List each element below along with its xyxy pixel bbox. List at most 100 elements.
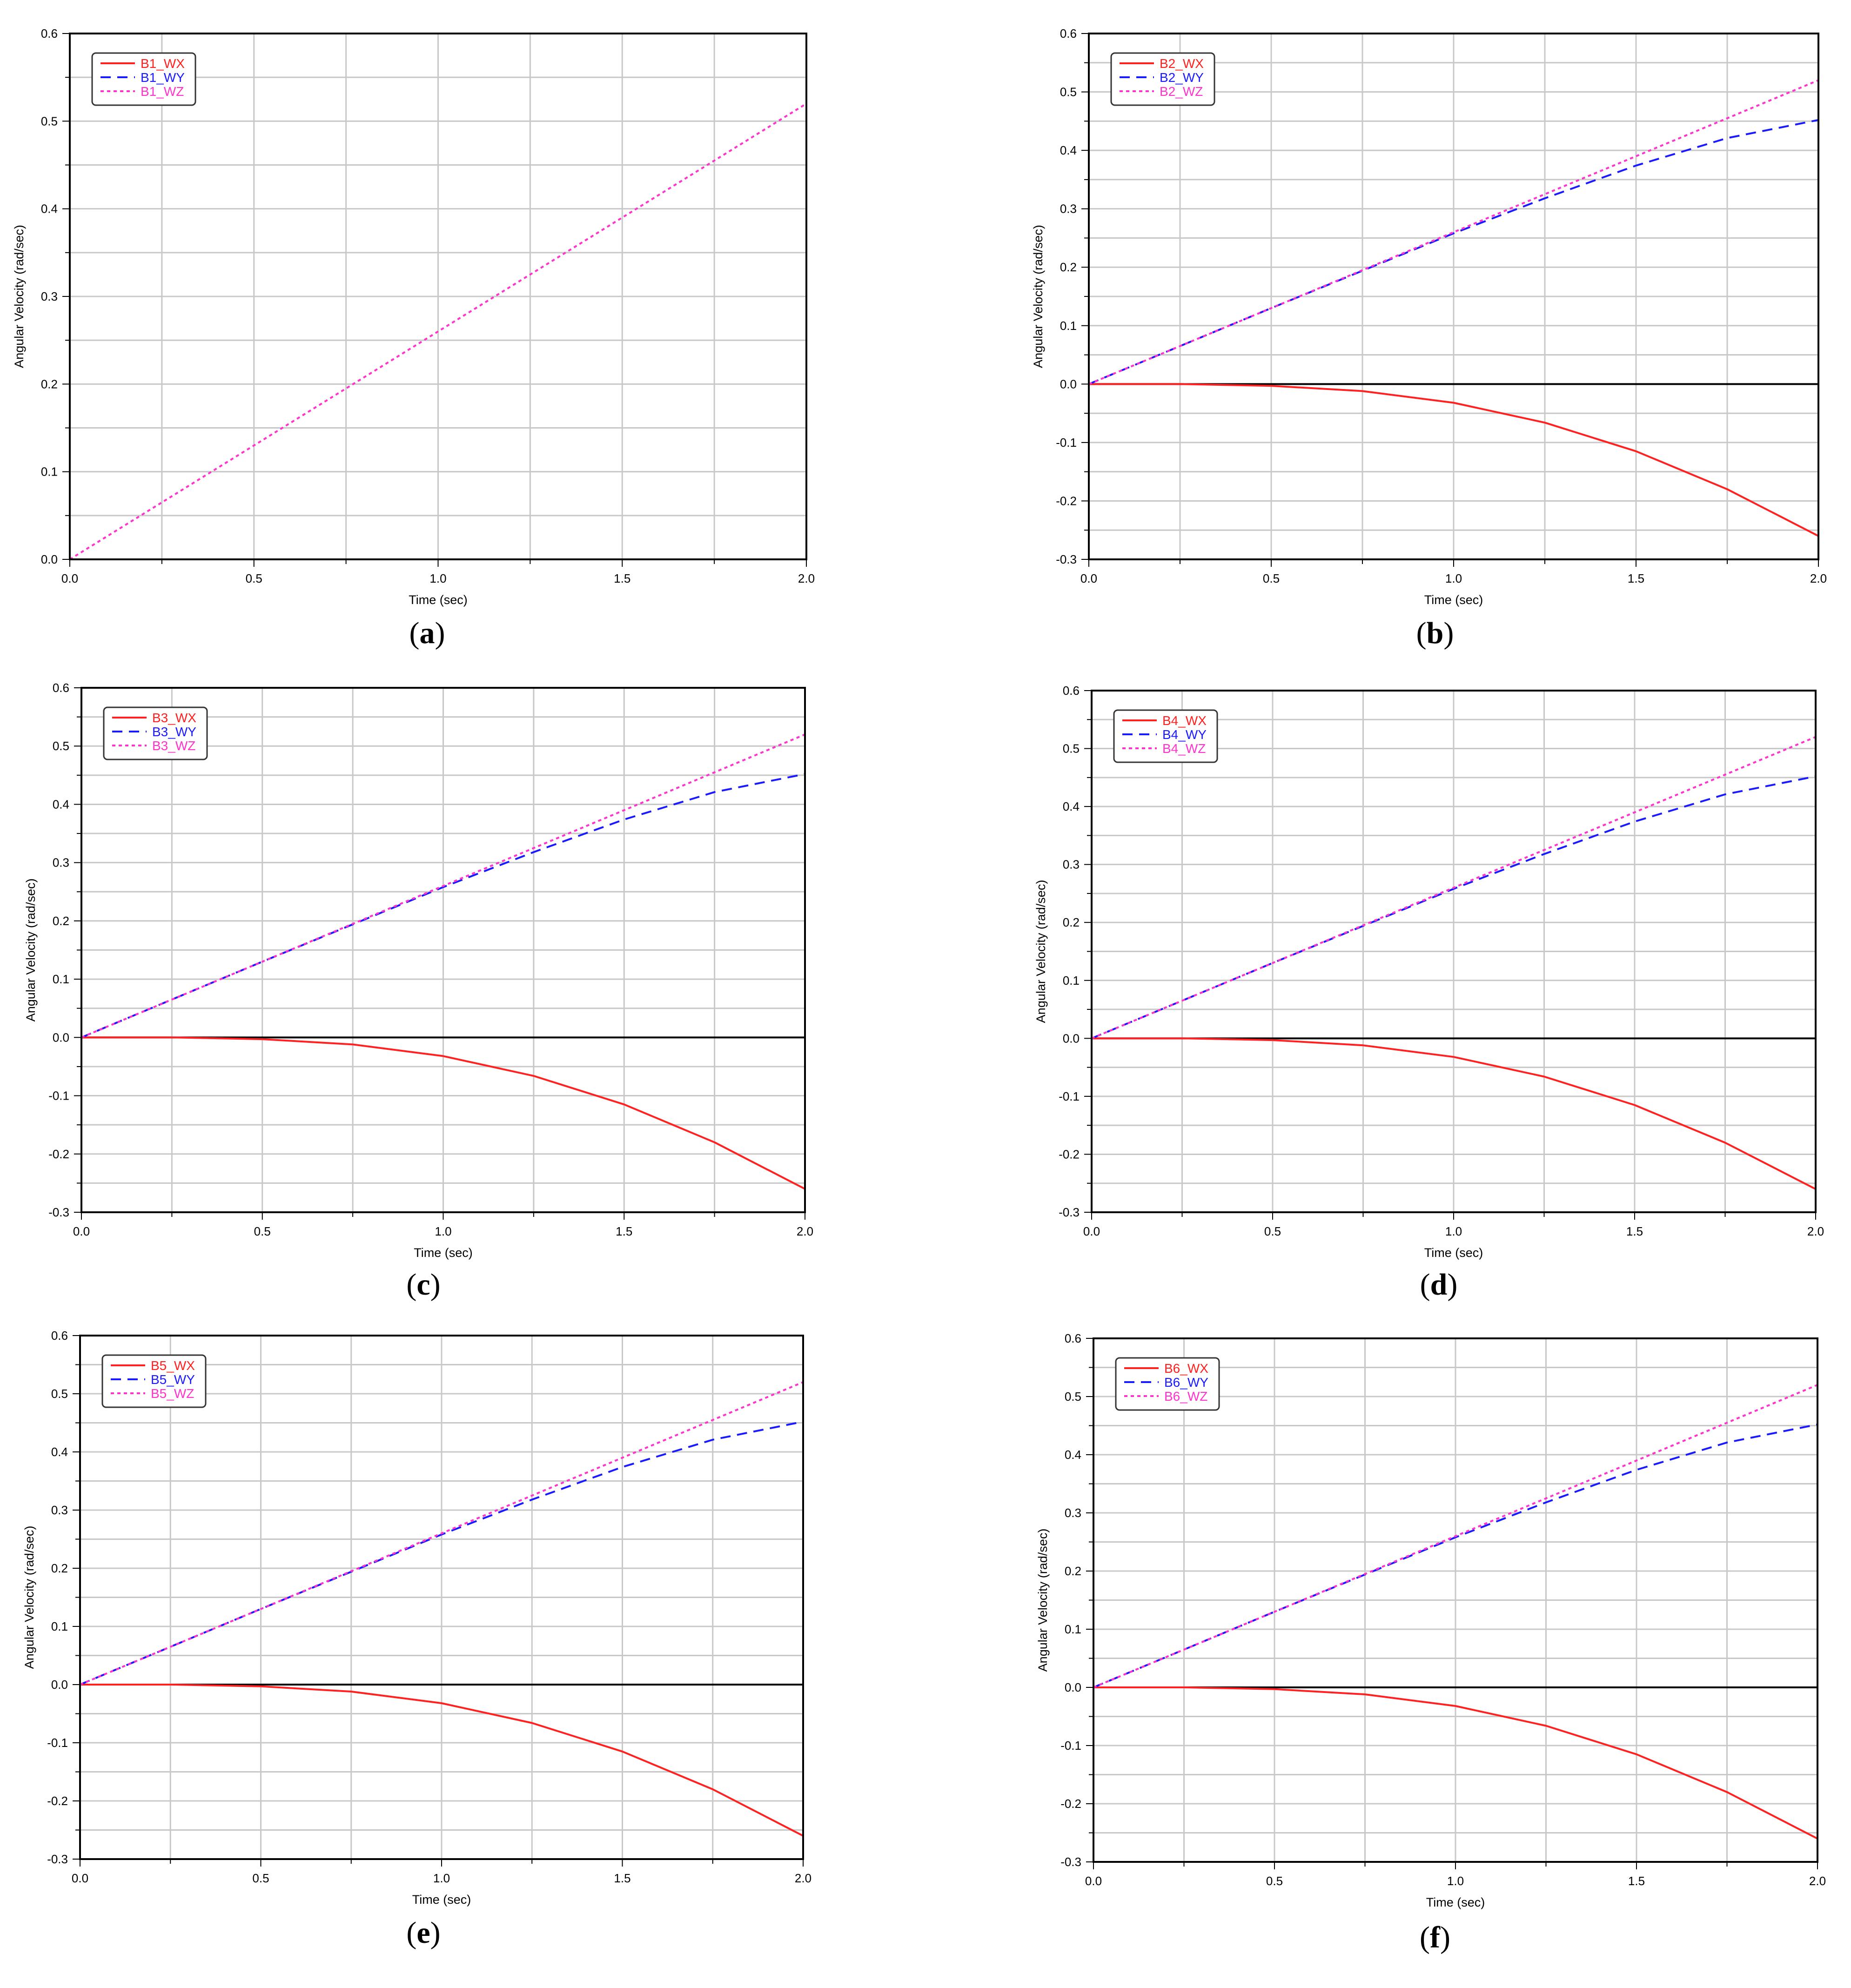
y-tick-label: -0.2 (1056, 494, 1077, 508)
caption-open-paren: ( (1420, 1268, 1430, 1302)
x-tick-label: 0.0 (72, 1871, 88, 1885)
caption-letter: e (416, 1916, 430, 1950)
y-tick-label: -0.1 (1056, 436, 1077, 450)
y-axis-label: Angular Velocity (rad/sec) (1036, 1529, 1050, 1672)
legend-label-B2_WZ: B2_WZ (1160, 84, 1203, 99)
legend-label-B3_WZ: B3_WZ (152, 739, 195, 753)
legend-label-B6_WZ: B6_WZ (1164, 1389, 1207, 1404)
plot-frame (1093, 1337, 1818, 1863)
legend-label-B2_WY: B2_WY (1160, 70, 1204, 85)
x-tick-label: 1.5 (1628, 1874, 1645, 1888)
chart-panel-a: 0.0 0.1 0.2 0.3 0.4 0.5 0.6 0.0 0.5 1.0 1.5 2.0 Time… (12, 27, 815, 650)
x-tick-label: 1.5 (616, 1224, 632, 1238)
x-tick-label: 0.5 (1264, 1224, 1281, 1238)
series-line-B5_WX (80, 1684, 804, 1837)
y-tick-label: 0.4 (51, 1445, 68, 1459)
y-tick-label: 0.0 (1060, 377, 1077, 391)
legend-label-B1_WY: B1_WY (141, 70, 185, 85)
caption-close-paren: ) (430, 1268, 441, 1302)
legend-label-B5_WY: B5_WY (151, 1372, 195, 1387)
x-axis-label: Time (sec) (412, 1893, 471, 1907)
y-tick-label: 0.2 (51, 1561, 68, 1575)
x-tick-label: 2.0 (1809, 1874, 1826, 1888)
x-tick-label: 1.5 (1626, 1224, 1643, 1238)
x-tick-label: 0.5 (254, 1224, 271, 1238)
y-tick-label: 0.5 (1063, 742, 1080, 756)
chart-panel-b: -0.3 -0.2 -0.1 0.0 0.1 0.2 0.3 0.4 0.5 0.6 0.0 0.5 1… (1031, 27, 1827, 650)
y-tick-label: 0.4 (1065, 1448, 1081, 1462)
x-tick-label: 0.5 (1263, 571, 1280, 585)
plot-frame (1088, 33, 1819, 560)
caption-close-paren: ) (430, 1916, 441, 1950)
y-tick-label: 0.4 (1063, 799, 1080, 813)
legend-box (1110, 52, 1215, 106)
y-tick-label: 0.0 (51, 1678, 68, 1692)
x-tick-label: 0.5 (1266, 1874, 1283, 1888)
panel-caption: (d) (1420, 1268, 1458, 1302)
x-tick-label: 0.5 (252, 1871, 269, 1885)
y-tick-label: 0.1 (53, 972, 69, 986)
y-tick-label: -0.1 (1059, 1089, 1080, 1103)
panel-caption: (a) (409, 616, 445, 650)
y-axis-label: Angular Velocity (rad/sec) (22, 1526, 36, 1669)
y-tick-label: 0.0 (1065, 1680, 1081, 1694)
legend-box (91, 52, 196, 106)
y-tick-label: 0.6 (1065, 1331, 1081, 1345)
x-tick-label: 1.0 (1447, 1874, 1464, 1888)
y-tick-label: 0.2 (53, 914, 69, 928)
x-tick-label: 0.0 (1085, 1874, 1102, 1888)
caption-letter: f (1430, 1921, 1441, 1954)
y-tick-label: 0.3 (41, 289, 58, 303)
series-line-B2_WX (1089, 383, 1819, 537)
panel-caption: (c) (406, 1268, 440, 1302)
x-tick-label: 2.0 (1807, 1224, 1824, 1238)
y-tick-label: 0.6 (41, 27, 58, 40)
y-tick-label: 0.1 (1060, 319, 1077, 333)
x-axis-label: Time (sec) (1424, 593, 1483, 607)
plot-frame (79, 1335, 804, 1860)
x-tick-label: 2.0 (795, 1871, 811, 1885)
x-tick-label: 0.5 (246, 571, 262, 585)
legend-label-B1_WZ: B1_WZ (141, 84, 184, 99)
x-tick-label: 0.0 (61, 571, 78, 585)
legend-label-B4_WY: B4_WY (1162, 727, 1207, 742)
x-tick-label: 1.0 (1445, 571, 1462, 585)
chart-panel-d: -0.3 -0.2 -0.1 0.0 0.1 0.2 0.3 0.4 0.5 0.6 0.0 0.5 1… (1034, 684, 1824, 1302)
y-tick-label: 0.3 (1060, 202, 1077, 216)
plot-frame (69, 33, 807, 560)
legend-label-B5_WX: B5_WX (151, 1358, 195, 1373)
series-line-B2_WY (1088, 119, 1819, 385)
chart-panel-f: -0.3 -0.2 -0.1 0.0 0.1 0.2 0.3 0.4 0.5 0.6 0.0 0.5 1… (1036, 1331, 1826, 1954)
x-axis-label: Time (sec) (1426, 1895, 1485, 1909)
caption-letter: c (416, 1268, 430, 1302)
chart-panel-e: -0.3 -0.2 -0.1 0.0 0.1 0.2 0.3 0.4 0.5 0.6 0.0 0.5 1… (22, 1329, 811, 1950)
legend-label-B2_WX: B2_WX (1160, 56, 1204, 71)
x-tick-label: 0.0 (1080, 571, 1097, 585)
y-tick-label: -0.2 (47, 1794, 68, 1808)
x-tick-label: 1.5 (1628, 571, 1644, 585)
y-tick-label: 0.6 (51, 1329, 68, 1343)
y-tick-label: -0.1 (47, 1736, 68, 1750)
caption-open-paren: ( (406, 1916, 416, 1950)
y-tick-label: 0.3 (1065, 1506, 1081, 1520)
series-line-B5_WY (80, 1421, 804, 1686)
y-tick-label: -0.2 (1060, 1797, 1081, 1811)
series-line-B3_WZ (81, 733, 805, 1039)
legend-label-B5_WZ: B5_WZ (151, 1386, 194, 1401)
caption-open-paren: ( (1420, 1921, 1430, 1954)
y-tick-label: 0.1 (1065, 1622, 1081, 1636)
caption-close-paren: ) (435, 616, 445, 650)
x-tick-label: 2.0 (797, 1224, 813, 1238)
y-tick-label: 0.4 (1060, 143, 1077, 157)
x-tick-label: 1.0 (435, 1224, 451, 1238)
y-tick-label: 0.0 (1063, 1031, 1080, 1045)
y-axis-label: Angular Velocity (rad/sec) (1031, 225, 1045, 368)
series-line-B6_WZ (1093, 1384, 1818, 1688)
x-tick-label: 1.0 (429, 571, 446, 585)
x-tick-label: 1.5 (614, 1871, 630, 1885)
y-tick-label: 0.6 (53, 681, 69, 695)
y-tick-label: 0.5 (51, 1387, 68, 1401)
x-axis-label: Time (sec) (409, 593, 468, 607)
y-tick-label: 0.6 (1063, 684, 1080, 698)
chart-panel-c: -0.3 -0.2 -0.1 0.0 0.1 0.2 0.3 0.4 0.5 0.6 0.0 0.5 1… (24, 681, 813, 1302)
